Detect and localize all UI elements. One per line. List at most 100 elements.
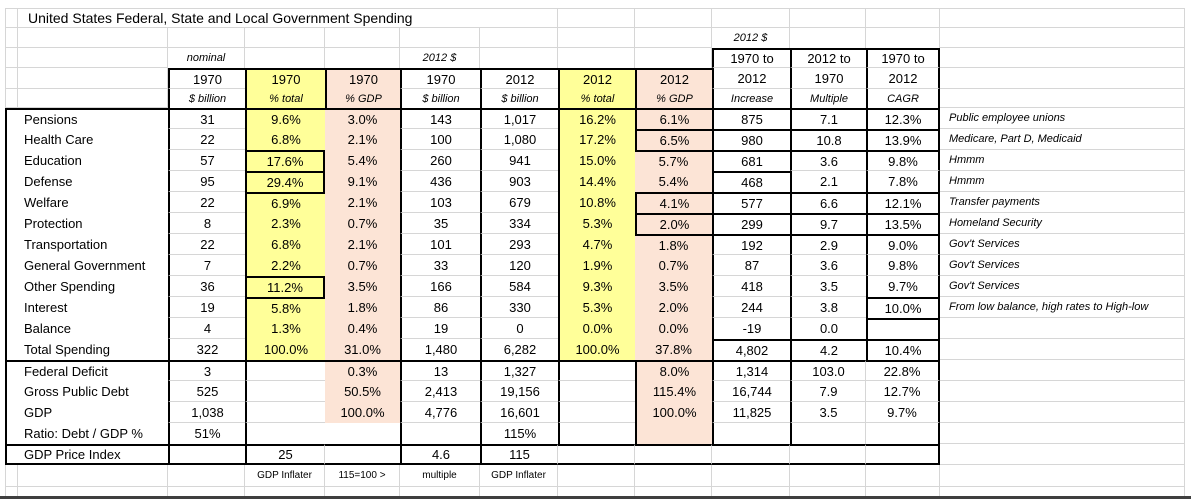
cell-footnote-b70r[interactable]: multiple [400,465,480,487]
cell-pensions-n70[interactable]: 31 [168,108,245,129]
cell-r2-cagr[interactable] [866,28,940,48]
cell-top-notes[interactable] [940,8,1185,28]
cell-welfare-inc[interactable]: 577 [712,192,790,213]
cell-other-spending-b12[interactable]: 584 [480,276,558,297]
cell-interest-n70[interactable]: 19 [168,297,245,318]
note-balance[interactable] [940,318,1185,339]
cell-protection-b70r[interactable]: 35 [400,213,480,234]
cell-unit-pg70[interactable]: % GDP [325,89,400,108]
cell-pensions-pt70[interactable]: 9.6% [245,108,325,129]
note-total-spending[interactable] [940,339,1185,360]
cell-filler-n70[interactable] [168,487,245,496]
cell-filler-b12[interactable] [480,487,558,496]
cell-interest-b70r[interactable]: 86 [400,297,480,318]
cell-year-pt70[interactable]: 1970 [245,68,325,89]
cell-footnote-pt70[interactable]: GDP Inflater [245,465,325,487]
cell-other-spending-pg12[interactable]: 3.5% [635,276,712,297]
cell-gdp-cagr[interactable]: 9.7% [866,402,940,423]
cell-footnote-b12[interactable]: GDP Inflater [480,465,558,487]
cell-defense-b12[interactable]: 903 [480,171,558,192]
cell-balance-pg12[interactable]: 0.0% [635,318,712,339]
cell-health-care-cagr[interactable]: 13.9% [866,129,940,150]
cell-protection-pt12[interactable]: 5.3% [558,213,635,234]
cell-r5-notes[interactable] [940,89,1185,108]
cell-filler-pt70[interactable] [245,487,325,496]
cell-unit-mult[interactable]: Multiple [790,89,866,108]
cell-balance-mult[interactable]: 0.0 [790,318,866,339]
cell-ratio-debt-gdp-pt70[interactable] [245,423,325,444]
cell-welfare-pt12[interactable]: 10.8% [558,192,635,213]
cell-r4-label[interactable] [18,68,168,89]
cell-pensions-pt12[interactable]: 16.2% [558,108,635,129]
note-defense[interactable]: Hmmm [940,171,1185,192]
cell-education-b70r[interactable]: 260 [400,150,480,171]
cell-defense-pt70[interactable]: 29.4% [245,171,325,192]
cell-year-b70r[interactable]: 1970 [400,68,480,89]
cell-education-mult[interactable]: 3.6 [790,150,866,171]
cell-gdp-price-index-pt12[interactable] [558,444,635,465]
cell-gdp-price-index-cagr[interactable] [866,444,940,465]
cell-total-spending-cagr[interactable]: 10.4% [866,339,940,360]
cell-r3-spacer[interactable] [5,48,18,68]
cell-footnote-pt12[interactable] [558,465,635,487]
cell-r2-label[interactable] [18,28,168,48]
cell-health-care-b70r[interactable]: 100 [400,129,480,150]
cell-federal-deficit-pg12[interactable]: 8.0% [635,360,712,381]
cell-transportation-pt12[interactable]: 4.7% [558,234,635,255]
cell-education-pt70[interactable]: 17.6% [245,150,325,171]
cell-gross-public-debt-pt12[interactable] [558,381,635,402]
cell-federal-deficit-mult[interactable]: 103.0 [790,360,866,381]
cell-transportation-n70[interactable]: 22 [168,234,245,255]
cell-gdp-pt12[interactable] [558,402,635,423]
cell-top-cagr[interactable] [866,8,940,28]
cell-interest-pg12[interactable]: 2.0% [635,297,712,318]
note-gross-public-debt[interactable] [940,381,1185,402]
cell-gdp-price-index-pg12[interactable] [635,444,712,465]
cell-total-spending-n70[interactable]: 322 [168,339,245,360]
cell-balance-cagr[interactable] [866,318,940,339]
cell-education-cagr[interactable]: 9.8% [866,150,940,171]
cell-education-pt12[interactable]: 15.0% [558,150,635,171]
cell-defense-mult[interactable]: 2.1 [790,171,866,192]
cell-r3-pg12[interactable] [635,48,712,68]
cell-gdp-price-index-b70r[interactable]: 4.6 [400,444,480,465]
cell-general-government-pt70[interactable]: 2.2% [245,255,325,276]
cell-gross-public-debt-pt70[interactable] [245,381,325,402]
cell-other-spending-pt70[interactable]: 11.2% [245,276,325,297]
cell-defense-pg12[interactable]: 5.4% [635,171,712,192]
cell-welfare-pg12[interactable]: 4.1% [635,192,712,213]
cell-pensions-inc[interactable]: 875 [712,108,790,129]
cell-health-care-n70[interactable]: 22 [168,129,245,150]
cell-r3-cagr[interactable]: 1970 to [866,48,940,68]
cell-transportation-b12[interactable]: 293 [480,234,558,255]
cell-interest-inc[interactable]: 244 [712,297,790,318]
cell-transportation-b70r[interactable]: 101 [400,234,480,255]
cell-unit-b12[interactable]: $ billion [480,89,558,108]
cell-federal-deficit-pt12[interactable] [558,360,635,381]
cell-total-spending-b70r[interactable]: 1,480 [400,339,480,360]
cell-welfare-pg70[interactable]: 2.1% [325,192,400,213]
cell-filler-pg70[interactable] [325,487,400,496]
cell-unit-cagr[interactable]: CAGR [866,89,940,108]
cell-welfare-mult[interactable]: 6.6 [790,192,866,213]
cell-defense-pt12[interactable]: 14.4% [558,171,635,192]
cell-ratio-debt-gdp-mult[interactable] [790,423,866,444]
cell-footnote-pg12[interactable] [635,465,712,487]
cell-protection-cagr[interactable]: 13.5% [866,213,940,234]
cell-gdp-b70r[interactable]: 4,776 [400,402,480,423]
cell-ratio-debt-gdp-b12[interactable]: 115% [480,423,558,444]
cell-transportation-mult[interactable]: 2.9 [790,234,866,255]
cell-interest-b12[interactable]: 330 [480,297,558,318]
cell-interest-cagr[interactable]: 10.0% [866,297,940,318]
cell-unit-pg12[interactable]: % GDP [635,89,712,108]
note-ratio-debt-gdp[interactable] [940,423,1185,444]
cell-top-pg12[interactable] [635,8,712,28]
row-label-gdp-price-index[interactable]: GDP Price Index [5,444,168,465]
cell-year-n70[interactable]: 1970 [168,68,245,89]
cell-education-pg70[interactable]: 5.4% [325,150,400,171]
cell-protection-inc[interactable]: 299 [712,213,790,234]
cell-ratio-debt-gdp-n70[interactable]: 51% [168,423,245,444]
cell-total-spending-pg12[interactable]: 37.8% [635,339,712,360]
cell-transportation-pg70[interactable]: 2.1% [325,234,400,255]
cell-balance-pg70[interactable]: 0.4% [325,318,400,339]
